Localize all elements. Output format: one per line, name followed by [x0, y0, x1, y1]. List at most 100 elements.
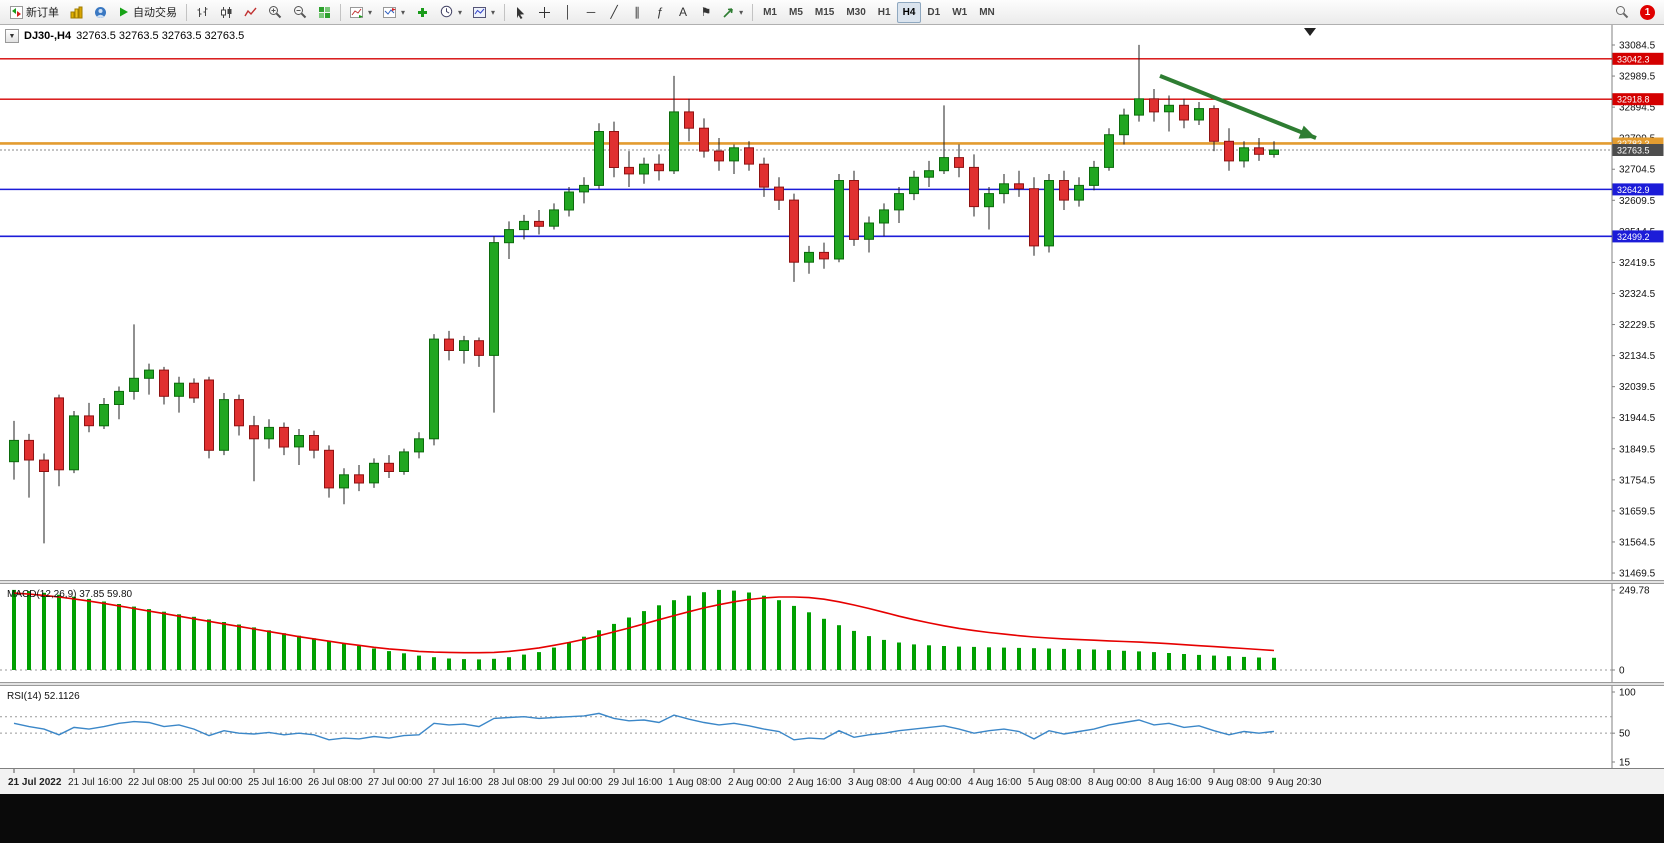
- indicator-window-button[interactable]: ▾: [345, 2, 377, 23]
- templates-button[interactable]: ▾: [468, 2, 500, 23]
- rsi-axis-label: 15: [1619, 758, 1631, 769]
- macd-axis-label: 249.78: [1619, 586, 1650, 597]
- channel-tool-button[interactable]: ∥: [626, 2, 648, 23]
- svg-text:31564.5: 31564.5: [1619, 537, 1656, 548]
- time-axis-label: 27 Jul 00:00: [368, 777, 423, 788]
- candle: [519, 220, 529, 231]
- profiles-icon: [95, 6, 106, 18]
- candle: [309, 435, 319, 451]
- candle: [39, 459, 49, 473]
- candle: [1089, 166, 1099, 186]
- svg-text:32704.5: 32704.5: [1619, 165, 1656, 176]
- candle: [534, 220, 544, 227]
- time-axis-label: 29 Jul 00:00: [548, 777, 603, 788]
- price-tag-label: 32763.5: [1617, 145, 1650, 155]
- timeframe-h4-button[interactable]: H4: [896, 1, 922, 23]
- add-indicator-button[interactable]: [411, 2, 434, 23]
- timeframe-mn-button[interactable]: MN: [979, 6, 995, 18]
- profiles-button[interactable]: [89, 2, 112, 23]
- auto-trading-button[interactable]: 自动交易: [113, 2, 182, 23]
- timeframe-h1-button[interactable]: H1: [877, 6, 891, 18]
- candle: [669, 111, 679, 172]
- line-chart-button[interactable]: [239, 2, 262, 23]
- price-tag-label: 33042.3: [1617, 54, 1650, 64]
- zoom-in-button[interactable]: [263, 2, 287, 23]
- shift-marker[interactable]: [1304, 28, 1316, 36]
- candle: [1149, 98, 1159, 113]
- svg-text:32039.5: 32039.5: [1619, 382, 1656, 393]
- timeframe-d1-button[interactable]: D1: [927, 6, 941, 18]
- svg-text:32134.5: 32134.5: [1619, 351, 1656, 362]
- candle: [24, 439, 34, 461]
- candle: [399, 451, 409, 472]
- main-chart-pane[interactable]: 33084.532989.532894.532799.532704.532609…: [0, 25, 1664, 580]
- label-flag-icon: ⚑: [700, 5, 712, 19]
- candle: [219, 399, 229, 451]
- rsi-axis-label: 100: [1619, 688, 1636, 699]
- candle: [609, 131, 619, 168]
- candlestick-chart-button[interactable]: [215, 2, 238, 23]
- zoom-out-button[interactable]: [288, 2, 312, 23]
- fibonacci-tool-button[interactable]: ƒ: [649, 2, 671, 23]
- candlestick-chart-canvas[interactable]: 33084.532989.532894.532799.532704.532609…: [0, 25, 1664, 580]
- timeframe-m5-button[interactable]: M5: [788, 6, 803, 18]
- candle: [954, 157, 964, 168]
- trend-arrow-annotation[interactable]: [1159, 74, 1317, 140]
- rsi-canvas[interactable]: RSI(14) 52.1126 100 50 15: [0, 686, 1664, 768]
- rsi-indicator-pane[interactable]: RSI(14) 52.1126 100 50 15: [0, 686, 1664, 768]
- svg-text:32324.5: 32324.5: [1619, 289, 1656, 300]
- search-icon: [1616, 6, 1629, 19]
- timeframe-m15-button[interactable]: M15: [814, 6, 835, 18]
- time-axis-label: 9 Aug 20:30: [1268, 777, 1322, 788]
- toolbar-separator: [752, 3, 754, 21]
- text-tool-button[interactable]: A: [672, 2, 694, 23]
- candle: [69, 415, 79, 471]
- trendline-tool-button[interactable]: ╱: [603, 2, 625, 23]
- vertical-line-tool-button[interactable]: │: [557, 2, 579, 23]
- timeframe-m1-button[interactable]: M1: [763, 6, 777, 18]
- shapes-tool-button[interactable]: ▾: [718, 2, 748, 23]
- horizontal-line-tool-button[interactable]: ─: [580, 2, 602, 23]
- candle: [294, 435, 304, 448]
- horizontal-level-lines[interactable]: [0, 58, 1612, 238]
- objects-window-button[interactable]: ▾: [378, 2, 410, 23]
- crosshair-tool-button[interactable]: [533, 2, 556, 23]
- candle: [354, 474, 364, 484]
- candle: [1119, 114, 1129, 136]
- time-axis-label: 22 Jul 08:00: [128, 777, 183, 788]
- one-click-trading-toggle[interactable]: ▼: [5, 29, 19, 43]
- price-axis[interactable]: 33084.532989.532894.532799.532704.532609…: [1612, 41, 1656, 580]
- price-tag-label: 32918.8: [1617, 95, 1650, 105]
- bar-chart-button[interactable]: [191, 2, 214, 23]
- candle: [1044, 180, 1054, 247]
- search-button[interactable]: [1610, 2, 1634, 23]
- candle: [849, 180, 859, 240]
- time-axis-label: 25 Jul 00:00: [188, 777, 243, 788]
- timeframe-w1-button[interactable]: W1: [952, 6, 968, 18]
- candle: [969, 166, 979, 208]
- pane-separator[interactable]: [0, 580, 1664, 584]
- notification-badge[interactable]: 1: [1640, 4, 1655, 20]
- arrow-shape-icon: [723, 8, 733, 18]
- tile-windows-button[interactable]: [313, 2, 336, 23]
- time-axis[interactable]: 21 Jul 2022 21 Jul 16:00 22 Jul 08:00 25 Ju…: [0, 768, 1664, 794]
- candle: [129, 377, 139, 392]
- candle: [174, 382, 184, 397]
- timeframe-m30-button[interactable]: M30: [846, 6, 866, 18]
- time-axis-label: 2 Aug 00:00: [728, 777, 782, 788]
- price-tag-label: 32642.9: [1617, 185, 1650, 195]
- candle: [999, 183, 1009, 195]
- macd-canvas[interactable]: MACD(12,26,9) 37.85 59.80 249.78 0: [0, 584, 1664, 682]
- pane-separator[interactable]: [0, 682, 1664, 686]
- cursor-tool-button[interactable]: [509, 2, 532, 23]
- charts-button[interactable]: [65, 2, 88, 23]
- candle: [279, 426, 289, 448]
- toolbar-separator: [186, 3, 187, 21]
- periods-button[interactable]: ▾: [435, 2, 467, 23]
- macd-indicator-pane[interactable]: MACD(12,26,9) 37.85 59.80 249.78 0: [0, 584, 1664, 682]
- time-axis-label: 4 Aug 00:00: [908, 777, 962, 788]
- label-tool-button[interactable]: ⚑: [695, 2, 717, 23]
- charts-icon: [70, 6, 83, 18]
- candle: [1194, 108, 1204, 121]
- new-order-button[interactable]: 新订单: [5, 2, 64, 23]
